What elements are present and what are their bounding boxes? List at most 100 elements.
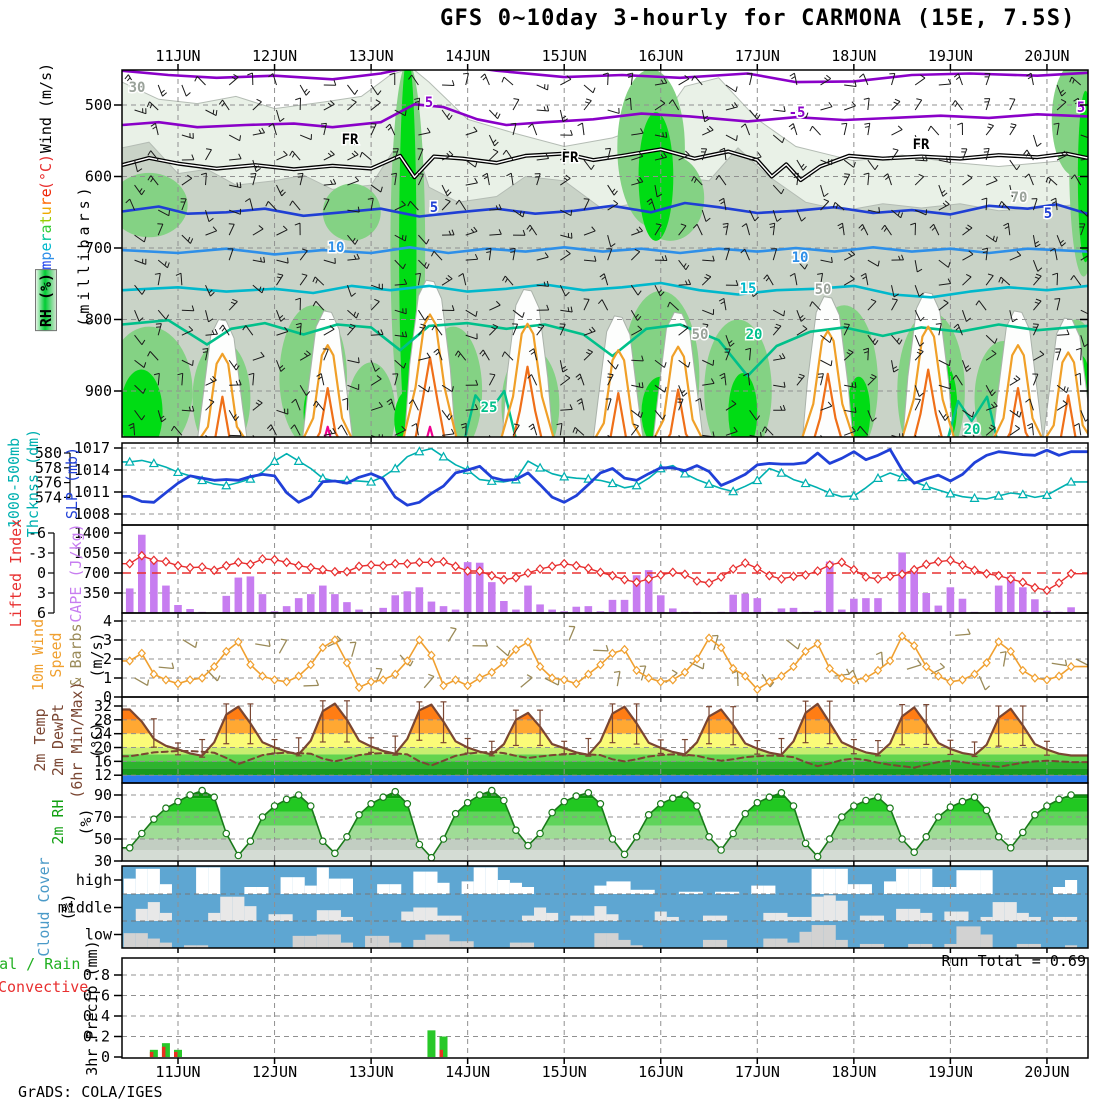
- svg-text:18JUN: 18JUN: [831, 1063, 876, 1081]
- svg-text:30: 30: [129, 80, 146, 96]
- svg-text:11JUN: 11JUN: [155, 47, 200, 65]
- svg-text:800: 800: [85, 311, 112, 329]
- svg-text:12JUN: 12JUN: [252, 1063, 297, 1081]
- svg-text:14JUN: 14JUN: [445, 47, 490, 65]
- svg-text:25: 25: [481, 400, 498, 416]
- svg-text:0.8: 0.8: [83, 966, 110, 984]
- svg-text:low: low: [85, 926, 113, 944]
- page-title: GFS 0~10day 3-hourly for CARMONA (15E, 7…: [440, 6, 1076, 31]
- temp2m-axis-label-3: (6hr Min/Max): [68, 681, 86, 799]
- svg-text:0: 0: [103, 688, 112, 706]
- temp-grid: [122, 697, 1088, 783]
- svg-text:580: 580: [35, 444, 62, 462]
- lifted-index-axis-label: Lifted Index: [7, 518, 25, 628]
- temperature-letter: e: [37, 188, 55, 198]
- svg-text:700: 700: [83, 564, 110, 582]
- svg-text:17JUN: 17JUN: [735, 1063, 780, 1081]
- svg-text:0.4: 0.4: [83, 1007, 110, 1025]
- barbs-axis-label: & Barbs: [67, 623, 85, 687]
- svg-text:900: 900: [85, 382, 112, 400]
- svg-text:1400: 1400: [74, 524, 110, 542]
- svg-text:4: 4: [103, 612, 112, 630]
- svg-text:1050: 1050: [74, 544, 110, 562]
- svg-text:574: 574: [35, 488, 62, 506]
- svg-text:0: 0: [37, 564, 46, 582]
- rh2m-unit-label: (%): [77, 808, 95, 836]
- svg-text:70: 70: [94, 808, 112, 826]
- svg-text:700: 700: [85, 239, 112, 257]
- temperature-letter: a: [37, 224, 55, 234]
- svg-text:600: 600: [85, 168, 112, 186]
- svg-text:50: 50: [692, 327, 709, 343]
- rh-line: [122, 786, 1088, 861]
- svg-text:15: 15: [740, 281, 757, 297]
- svg-text:12: 12: [94, 766, 112, 784]
- cloud-axis-label: Cloud Cover: [35, 857, 53, 957]
- svg-text:3: 3: [37, 584, 46, 602]
- svg-text:14JUN: 14JUN: [445, 1063, 490, 1081]
- millibars-axis-label: (millibars): [75, 183, 93, 327]
- svg-text:30: 30: [94, 852, 112, 870]
- cloud-unit-label: (%): [59, 893, 77, 921]
- svg-text:13JUN: 13JUN: [349, 1063, 394, 1081]
- speed-line: [122, 631, 1088, 695]
- svg-text:500: 500: [85, 96, 112, 114]
- cloud-frame: high middle low: [58, 865, 1089, 953]
- svg-text:0.2: 0.2: [83, 1028, 110, 1046]
- svg-text:5: 5: [1044, 206, 1052, 222]
- svg-text:2: 2: [103, 650, 112, 668]
- cloud-grid: [122, 866, 1088, 948]
- svg-text:20: 20: [94, 739, 112, 757]
- svg-text:12JUN: 12JUN: [252, 47, 297, 65]
- svg-text:578: 578: [35, 459, 62, 477]
- svg-text:15JUN: 15JUN: [542, 1063, 587, 1081]
- svg-text:50: 50: [815, 282, 832, 298]
- cape-grid: [122, 525, 1088, 613]
- svg-text:350: 350: [83, 584, 110, 602]
- svg-text:-5: -5: [789, 105, 806, 121]
- svg-text:20: 20: [964, 422, 981, 438]
- svg-text:17JUN: 17JUN: [735, 47, 780, 65]
- upper-frame: 500 600 700 800 900: [85, 69, 1089, 442]
- precip-total-legend: Total / Rain: [0, 955, 81, 973]
- svg-text:20JUN: 20JUN: [1024, 1063, 1069, 1081]
- slp-grid: [122, 443, 1088, 525]
- svg-text:FR: FR: [342, 132, 359, 148]
- rh-bands: [122, 790, 1088, 861]
- slp-axis-label: SLP (mb): [63, 446, 81, 520]
- svg-text:0.6: 0.6: [83, 987, 110, 1005]
- svg-text:16JUN: 16JUN: [638, 47, 683, 65]
- svg-text:0: 0: [101, 1048, 110, 1066]
- upper-contours: [122, 70, 1088, 437]
- temperature-letter: e: [37, 242, 55, 252]
- svg-text:1014: 1014: [74, 461, 110, 479]
- svg-text:1011: 1011: [74, 483, 110, 501]
- celsius-unit-label: (°C): [88, 721, 106, 759]
- svg-text:13JUN: 13JUN: [349, 47, 394, 65]
- temperature-letter: u: [37, 206, 55, 216]
- svg-text:24: 24: [94, 725, 112, 743]
- upper-contour-labels: 30 5 -5 5 FR FR FR 5 5 10 10 15 50 70 50 20 25 20: [127, 79, 1087, 440]
- svg-text:32: 32: [94, 697, 112, 715]
- svg-text:1: 1: [103, 669, 112, 687]
- svg-text:high: high: [76, 871, 112, 889]
- temperature-letter: r: [37, 233, 55, 243]
- rh-frame: 90 70 50 30: [94, 782, 1089, 870]
- slp-lines: [122, 446, 1088, 507]
- temp-unit-label: (°C): [37, 153, 55, 191]
- svg-text:576: 576: [35, 474, 62, 492]
- svg-text:16: 16: [94, 752, 112, 770]
- precip-grid: [122, 958, 1088, 1058]
- li-line: [122, 550, 1088, 596]
- svg-text:1017: 1017: [74, 439, 110, 457]
- svg-text:FR: FR: [562, 150, 579, 166]
- svg-text:16JUN: 16JUN: [638, 1063, 683, 1081]
- rh-legend-box: RH (%): [35, 268, 57, 332]
- svg-text:3: 3: [103, 631, 112, 649]
- x-axis-labels: 11JUN 11JUN 12JUN 12JUN 13JUN 13JUN 14JUN 14JUN…: [155, 47, 1069, 1081]
- svg-text:5: 5: [1077, 100, 1085, 116]
- svg-text:6: 6: [37, 604, 46, 622]
- svg-text:10: 10: [792, 250, 809, 266]
